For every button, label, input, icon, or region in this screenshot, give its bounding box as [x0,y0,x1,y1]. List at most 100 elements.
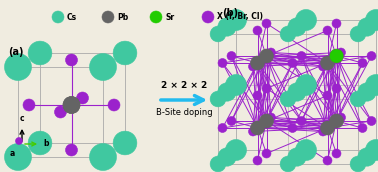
Circle shape [253,91,262,100]
Circle shape [266,113,276,122]
Circle shape [113,41,137,65]
Circle shape [23,99,35,111]
Circle shape [90,143,116,170]
Circle shape [260,114,274,128]
Text: Sr: Sr [165,13,174,22]
Circle shape [280,156,296,172]
Text: B-Site doping: B-Site doping [156,108,212,117]
Circle shape [332,19,341,28]
Text: c: c [20,114,24,123]
Circle shape [218,83,236,101]
Circle shape [297,51,306,61]
Circle shape [266,48,276,57]
Circle shape [330,114,344,128]
Circle shape [150,11,162,23]
Circle shape [5,53,31,80]
Circle shape [350,26,366,42]
Circle shape [296,74,316,95]
Circle shape [248,62,257,71]
Circle shape [323,26,332,35]
Circle shape [319,127,327,136]
Circle shape [102,11,114,23]
Circle shape [323,91,332,100]
Circle shape [210,156,226,172]
Circle shape [257,120,266,129]
Circle shape [63,96,80,114]
Circle shape [262,19,271,28]
Circle shape [210,26,226,42]
Circle shape [358,18,376,36]
Circle shape [253,26,262,35]
Circle shape [260,49,274,63]
Circle shape [288,123,297,132]
Circle shape [367,51,376,61]
Circle shape [113,131,137,155]
Circle shape [63,96,80,114]
Circle shape [366,139,378,160]
Circle shape [5,143,31,170]
Circle shape [280,91,296,107]
Circle shape [65,54,77,66]
Circle shape [202,11,214,23]
Circle shape [336,113,345,122]
Circle shape [321,56,335,70]
Text: a: a [9,149,15,158]
Circle shape [358,83,376,101]
Circle shape [28,41,52,65]
Circle shape [226,139,246,160]
Circle shape [218,18,236,36]
Circle shape [210,91,226,107]
Circle shape [296,9,316,30]
Circle shape [366,74,378,95]
Circle shape [358,148,376,166]
Circle shape [251,121,265,135]
Circle shape [332,149,341,158]
Circle shape [76,92,88,104]
Circle shape [330,49,344,63]
Circle shape [358,58,367,67]
Circle shape [15,137,23,144]
Circle shape [226,9,246,30]
Circle shape [227,51,236,61]
Circle shape [253,156,262,165]
Circle shape [321,121,335,135]
Circle shape [262,84,271,93]
Circle shape [288,83,306,101]
Circle shape [218,58,227,67]
Circle shape [330,50,343,62]
Circle shape [251,56,265,70]
Circle shape [65,144,77,156]
Circle shape [262,149,271,158]
Circle shape [248,127,257,136]
Circle shape [367,116,376,126]
Circle shape [218,148,236,166]
Circle shape [296,139,316,160]
Circle shape [288,58,297,67]
Circle shape [366,9,378,30]
Circle shape [288,148,306,166]
Circle shape [288,18,306,36]
Circle shape [226,74,246,95]
Circle shape [90,53,116,80]
Text: b: b [43,139,48,148]
Circle shape [28,131,52,155]
Text: X (I, Br, Cl): X (I, Br, Cl) [217,13,263,22]
Text: (a): (a) [8,47,23,57]
Circle shape [336,48,345,57]
Circle shape [257,55,266,64]
Circle shape [350,156,366,172]
Circle shape [54,106,67,118]
Text: 2 × 2 × 2: 2 × 2 × 2 [161,81,207,90]
Circle shape [52,11,64,23]
Circle shape [327,120,336,129]
Circle shape [358,123,367,132]
Circle shape [319,62,327,71]
Circle shape [323,156,332,165]
Circle shape [350,91,366,107]
Circle shape [327,55,336,64]
Circle shape [332,84,341,93]
Circle shape [280,26,296,42]
Circle shape [227,116,236,126]
Circle shape [108,99,120,111]
Text: Pb: Pb [117,13,128,22]
